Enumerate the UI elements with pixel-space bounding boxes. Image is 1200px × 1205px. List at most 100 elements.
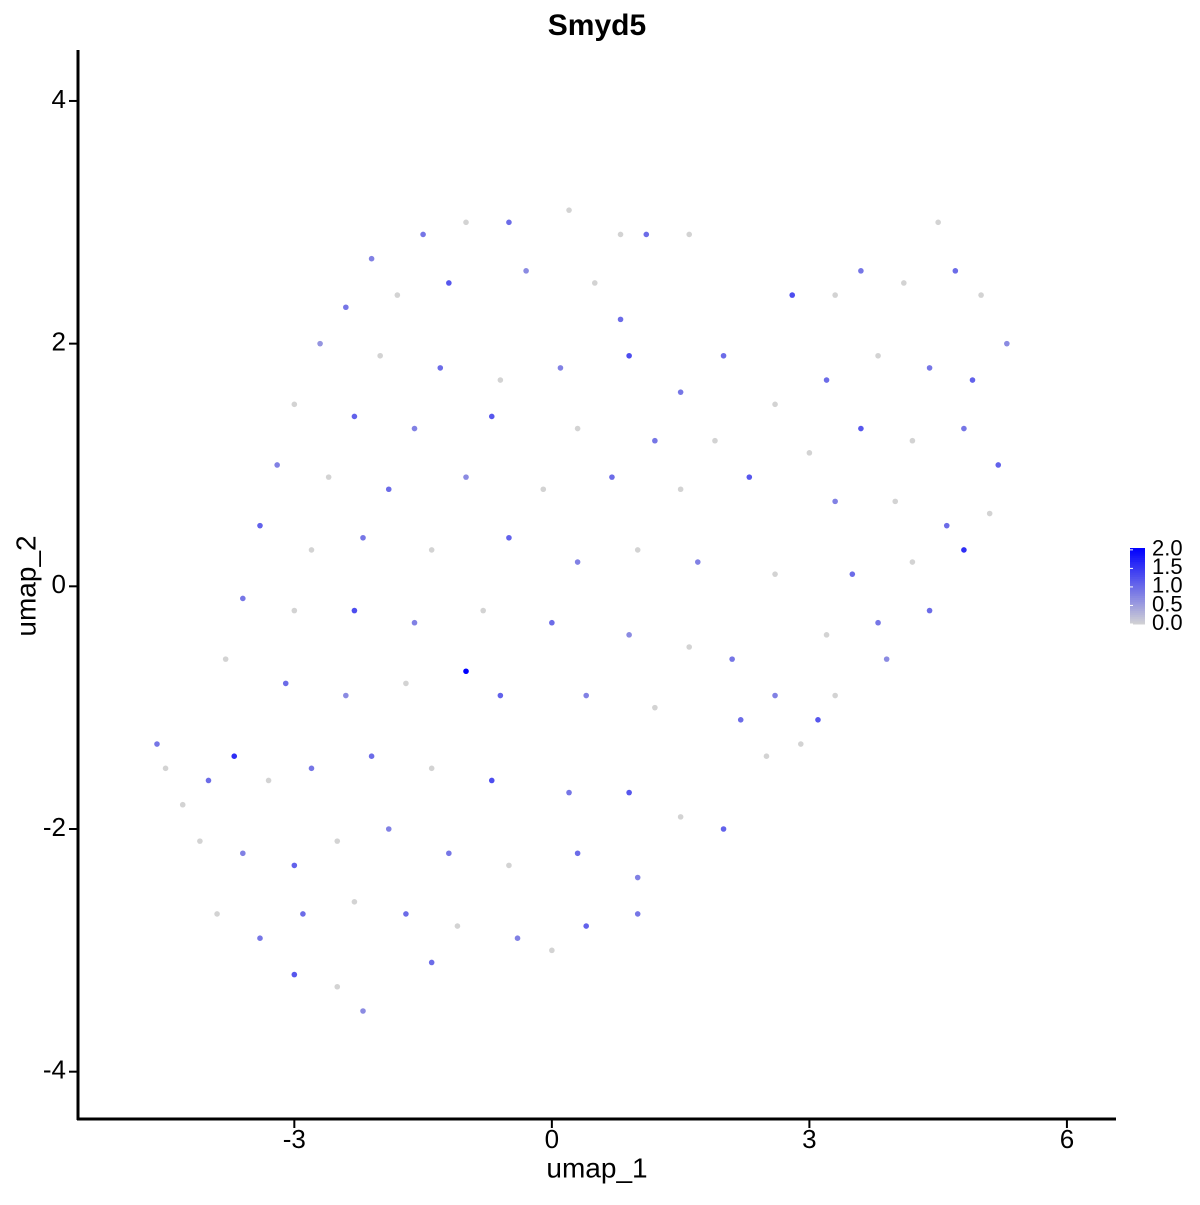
point xyxy=(506,219,512,226)
point xyxy=(351,899,358,905)
point xyxy=(291,862,298,869)
point xyxy=(686,644,693,650)
point xyxy=(626,352,632,359)
point xyxy=(214,911,220,917)
point xyxy=(583,692,589,699)
point xyxy=(583,923,589,929)
colorbar-segment xyxy=(1130,559,1145,562)
point xyxy=(772,571,778,577)
point xyxy=(488,413,495,420)
point xyxy=(952,268,959,274)
point xyxy=(351,607,358,614)
point xyxy=(591,280,598,286)
point xyxy=(892,498,899,505)
point xyxy=(308,765,315,772)
x-axis-label: umap_1 xyxy=(546,1152,647,1183)
y-tick-label: 4 xyxy=(52,84,66,114)
point xyxy=(231,753,238,759)
point xyxy=(351,413,358,420)
point xyxy=(411,619,418,626)
colorbar-segment xyxy=(1130,618,1145,621)
point xyxy=(282,680,289,687)
point xyxy=(626,789,632,796)
point xyxy=(798,741,804,747)
point xyxy=(394,292,401,298)
point xyxy=(428,959,435,966)
point xyxy=(832,498,838,505)
point xyxy=(986,510,993,517)
point xyxy=(617,316,624,323)
point xyxy=(368,753,375,759)
colorbar-segment xyxy=(1130,574,1145,577)
point xyxy=(317,340,323,347)
point xyxy=(634,547,641,553)
y-tick-label: -2 xyxy=(43,812,66,842)
colorbar-segment xyxy=(1130,587,1145,591)
colorbar-label: 0.0 xyxy=(1152,610,1183,635)
x-tick-label: 3 xyxy=(802,1124,816,1154)
point xyxy=(540,486,547,493)
point xyxy=(506,862,512,869)
point xyxy=(926,607,933,614)
point xyxy=(154,741,160,747)
point xyxy=(300,911,306,917)
point xyxy=(772,692,778,699)
point xyxy=(712,437,718,444)
colorbar-segment xyxy=(1130,551,1145,555)
colorbar-segment xyxy=(1130,565,1145,568)
colorbar-segment xyxy=(1130,576,1145,579)
point xyxy=(506,534,512,541)
point xyxy=(858,268,864,274)
point xyxy=(961,547,967,553)
point xyxy=(969,377,976,383)
point xyxy=(926,365,933,371)
point xyxy=(385,826,392,832)
point xyxy=(729,656,735,662)
colorbar-label: 2.0 xyxy=(1152,536,1183,561)
point xyxy=(549,947,555,954)
colorbar-segment xyxy=(1130,555,1145,558)
point xyxy=(1004,340,1010,347)
point xyxy=(720,826,727,832)
point xyxy=(291,401,298,408)
point xyxy=(446,850,452,857)
point xyxy=(694,559,701,565)
point xyxy=(686,231,693,238)
point xyxy=(566,789,572,796)
point xyxy=(643,231,650,238)
colorbar-label: 0.5 xyxy=(1152,591,1183,616)
point xyxy=(334,983,341,990)
point xyxy=(763,753,770,759)
colorbar-segment xyxy=(1130,610,1145,614)
colorbar-segment xyxy=(1130,572,1145,576)
colorbar-segment xyxy=(1130,595,1145,598)
x-tick-label: -3 xyxy=(283,1124,306,1154)
point xyxy=(403,680,409,687)
colorbar-segment xyxy=(1130,580,1145,583)
point xyxy=(909,559,916,565)
point xyxy=(446,280,452,286)
point xyxy=(240,595,246,602)
colorbar-segment xyxy=(1130,578,1145,581)
colorbar-segment xyxy=(1130,591,1145,595)
x-tick-label: 0 xyxy=(545,1124,559,1154)
point xyxy=(832,692,838,699)
point xyxy=(875,352,881,359)
point xyxy=(943,522,950,529)
colorbar-segment xyxy=(1130,606,1145,610)
point xyxy=(858,425,864,432)
point xyxy=(901,280,907,286)
point xyxy=(325,474,332,480)
point xyxy=(428,765,435,772)
point xyxy=(463,474,469,480)
y-tick-label: -4 xyxy=(43,1055,66,1085)
point xyxy=(257,522,263,529)
point xyxy=(574,850,581,857)
point xyxy=(257,935,263,942)
colorbar-segment xyxy=(1130,586,1145,589)
point xyxy=(617,231,624,238)
point xyxy=(274,462,280,468)
point xyxy=(815,716,821,723)
colorbar-segment xyxy=(1130,549,1145,553)
